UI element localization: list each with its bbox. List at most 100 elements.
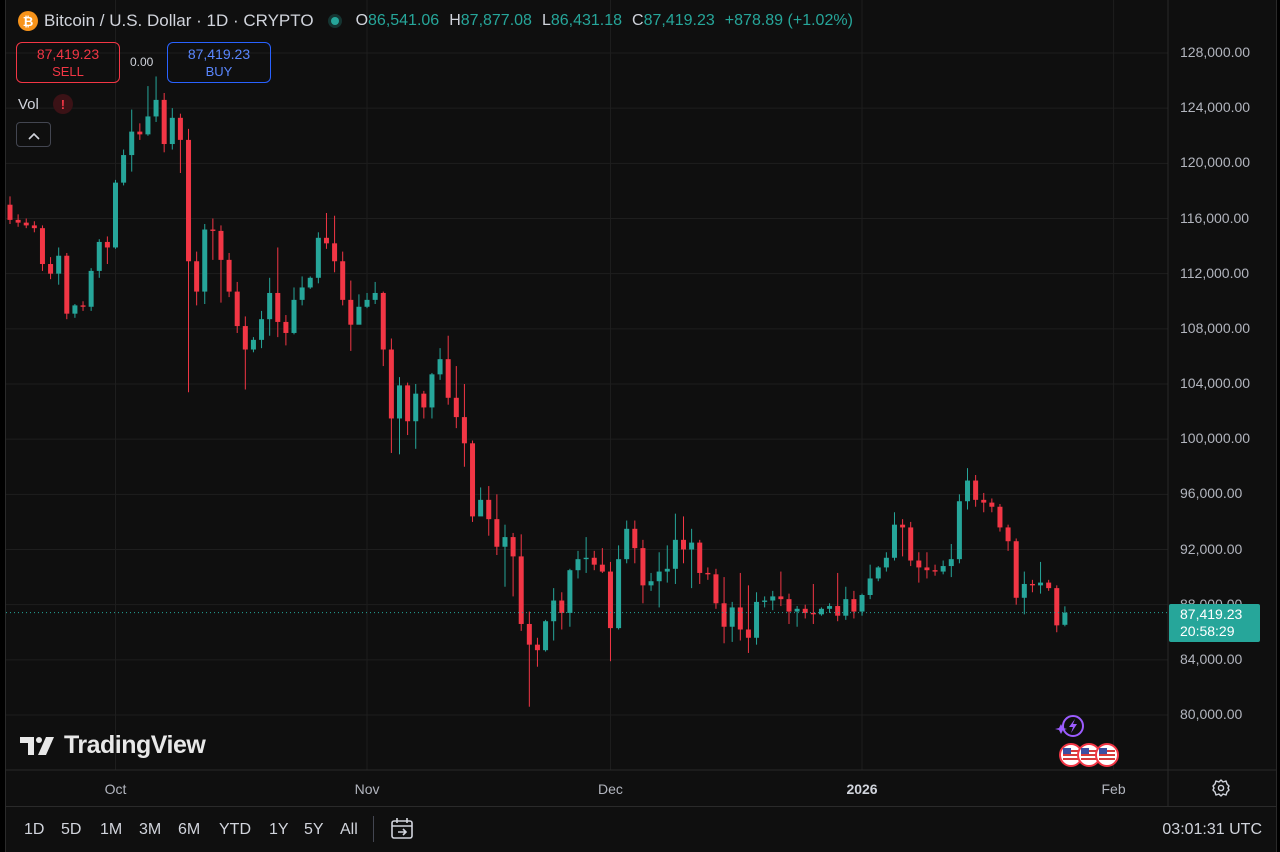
- warning-icon[interactable]: !: [52, 94, 73, 114]
- candle[interactable]: [932, 564, 938, 576]
- candle[interactable]: [153, 76, 159, 122]
- candle[interactable]: [908, 521, 914, 567]
- range-button-ytd[interactable]: YTD: [219, 821, 251, 838]
- candle[interactable]: [1038, 561, 1044, 594]
- candle[interactable]: [104, 236, 110, 265]
- candle[interactable]: [883, 552, 889, 572]
- range-button-5d[interactable]: 5D: [61, 821, 82, 838]
- candle[interactable]: [372, 281, 378, 305]
- candle[interactable]: [137, 123, 143, 140]
- candle[interactable]: [348, 280, 354, 351]
- candle[interactable]: [754, 592, 760, 645]
- candle[interactable]: [64, 252, 70, 320]
- candle[interactable]: [1062, 606, 1068, 627]
- candle[interactable]: [332, 215, 338, 273]
- candle[interactable]: [380, 291, 386, 367]
- candle[interactable]: [307, 276, 313, 289]
- candle[interactable]: [559, 592, 565, 630]
- candle[interactable]: [470, 440, 476, 522]
- candle[interactable]: [916, 552, 922, 583]
- candle[interactable]: [551, 588, 557, 641]
- candle[interactable]: [56, 247, 62, 285]
- range-button-5y[interactable]: 5Y: [304, 821, 324, 838]
- candle[interactable]: [616, 545, 622, 630]
- candle[interactable]: [859, 593, 865, 616]
- candle[interactable]: [453, 366, 459, 429]
- candle[interactable]: [875, 566, 881, 582]
- candle[interactable]: [502, 524, 508, 587]
- candle[interactable]: [242, 316, 248, 390]
- symbol-header[interactable]: ₿ Bitcoin / U.S. Dollar · 1D · CRYPTO O8…: [18, 11, 853, 31]
- candle[interactable]: [177, 113, 183, 173]
- candle[interactable]: [429, 372, 435, 419]
- candle[interactable]: [234, 281, 240, 333]
- candle[interactable]: [396, 377, 402, 455]
- candle[interactable]: [23, 218, 29, 229]
- candle[interactable]: [129, 109, 135, 172]
- candle[interactable]: [729, 601, 735, 642]
- range-button-all[interactable]: All: [340, 821, 358, 838]
- candle[interactable]: [494, 494, 500, 556]
- candle[interactable]: [924, 552, 930, 579]
- candle[interactable]: [405, 382, 411, 436]
- candle[interactable]: [973, 475, 979, 507]
- candle[interactable]: [250, 337, 256, 353]
- candle[interactable]: [112, 179, 118, 249]
- candle[interactable]: [1054, 585, 1060, 633]
- candle[interactable]: [486, 486, 492, 536]
- candle[interactable]: [851, 590, 857, 619]
- candle[interactable]: [997, 503, 1003, 532]
- candle[interactable]: [226, 252, 232, 298]
- candle[interactable]: [283, 315, 289, 346]
- candle[interactable]: [981, 492, 987, 513]
- candle[interactable]: [786, 593, 792, 624]
- candle[interactable]: [948, 543, 954, 578]
- candle[interactable]: [624, 520, 630, 564]
- candle[interactable]: [818, 607, 824, 616]
- candle[interactable]: [607, 561, 613, 662]
- candle[interactable]: [632, 520, 638, 564]
- candle[interactable]: [202, 224, 208, 305]
- candle[interactable]: [721, 577, 727, 644]
- candle[interactable]: [648, 572, 654, 591]
- candle[interactable]: [762, 596, 768, 608]
- candle[interactable]: [510, 532, 516, 597]
- candle[interactable]: [291, 287, 297, 335]
- candle[interactable]: [697, 539, 703, 584]
- symbol-title[interactable]: Bitcoin / U.S. Dollar · 1D · CRYPTO: [44, 11, 314, 30]
- candle[interactable]: [218, 225, 224, 303]
- candle[interactable]: [186, 128, 192, 393]
- candle[interactable]: [72, 304, 78, 318]
- candle[interactable]: [299, 276, 305, 306]
- utc-clock[interactable]: 03:01:31 UTC: [1162, 821, 1262, 838]
- candle[interactable]: [745, 585, 751, 653]
- candle[interactable]: [161, 92, 167, 153]
- candle[interactable]: [48, 257, 54, 280]
- candle[interactable]: [705, 567, 711, 580]
- range-button-1m[interactable]: 1M: [100, 821, 123, 838]
- candle[interactable]: [567, 568, 573, 627]
- candle[interactable]: [461, 384, 467, 467]
- candle[interactable]: [867, 564, 873, 600]
- candle[interactable]: [940, 560, 946, 575]
- candle[interactable]: [672, 513, 678, 584]
- candle[interactable]: [891, 512, 897, 561]
- candle[interactable]: [689, 528, 695, 589]
- candle[interactable]: [956, 494, 962, 564]
- candle[interactable]: [778, 571, 784, 607]
- candle[interactable]: [437, 348, 443, 380]
- range-button-1y[interactable]: 1Y: [269, 821, 289, 838]
- candle[interactable]: [583, 537, 589, 573]
- candle[interactable]: [88, 268, 94, 311]
- candle[interactable]: [575, 550, 581, 579]
- candle[interactable]: [843, 586, 849, 620]
- candle[interactable]: [599, 548, 605, 573]
- candle[interactable]: [802, 604, 808, 619]
- candle[interactable]: [80, 301, 86, 311]
- candle[interactable]: [591, 550, 597, 571]
- candle[interactable]: [15, 214, 21, 227]
- candle[interactable]: [445, 335, 451, 405]
- candle[interactable]: [210, 218, 216, 260]
- collapse-indicators-button[interactable]: [16, 122, 51, 147]
